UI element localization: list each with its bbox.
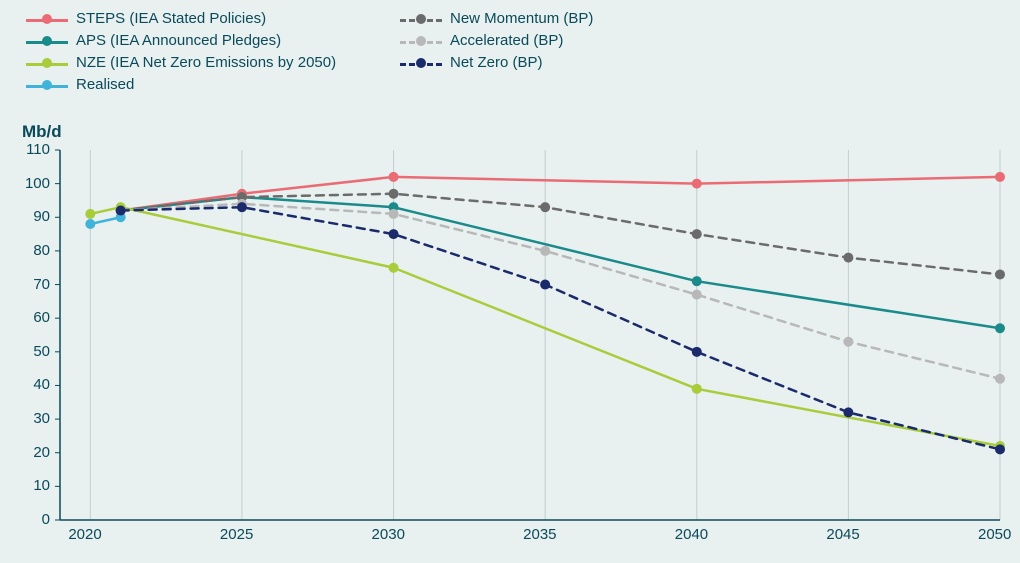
- legend-marker: [416, 58, 426, 68]
- series-marker-realised: [85, 219, 95, 229]
- legend-item-nze: NZE (IEA Net Zero Emissions by 2050): [26, 54, 336, 71]
- y-tick-label: 0: [42, 511, 50, 528]
- series-marker-aps: [995, 323, 1005, 333]
- y-tick-label: 100: [25, 175, 50, 192]
- series-marker-accelerated: [540, 246, 550, 256]
- x-tick-label: 2030: [372, 526, 405, 543]
- y-tick-label: 40: [33, 376, 50, 393]
- x-tick-label: 2035: [523, 526, 556, 543]
- legend-marker: [42, 36, 52, 46]
- series-marker-accelerated: [843, 337, 853, 347]
- y-tick-label: 90: [33, 208, 50, 225]
- legend-item-aps: APS (IEA Announced Pledges): [26, 32, 281, 49]
- series-marker-accelerated: [389, 209, 399, 219]
- legend-marker: [416, 36, 426, 46]
- series-marker-net-zero-bp: [116, 206, 126, 216]
- y-tick-label: 60: [33, 309, 50, 326]
- legend-label: Realised: [76, 76, 134, 93]
- series-marker-new-momentum: [995, 269, 1005, 279]
- legend-marker: [42, 80, 52, 90]
- oil-demand-chart: [0, 0, 1020, 563]
- series-marker-steps: [692, 179, 702, 189]
- series-marker-new-momentum: [389, 189, 399, 199]
- legend-label: Net Zero (BP): [450, 54, 543, 71]
- legend-marker: [42, 58, 52, 68]
- legend-marker: [416, 14, 426, 24]
- y-tick-label: 50: [33, 343, 50, 360]
- series-marker-nze: [85, 209, 95, 219]
- series-marker-aps: [692, 276, 702, 286]
- y-tick-label: 80: [33, 242, 50, 259]
- series-marker-accelerated: [995, 374, 1005, 384]
- legend-marker: [42, 14, 52, 24]
- series-marker-net-zero-bp: [540, 280, 550, 290]
- series-marker-steps: [389, 172, 399, 182]
- series-marker-net-zero-bp: [237, 202, 247, 212]
- x-tick-label: 2040: [675, 526, 708, 543]
- y-tick-label: 70: [33, 276, 50, 293]
- series-marker-net-zero-bp: [995, 444, 1005, 454]
- x-tick-label: 2045: [826, 526, 859, 543]
- y-tick-label: 20: [33, 444, 50, 461]
- y-tick-label: 10: [33, 477, 50, 494]
- series-marker-net-zero-bp: [843, 407, 853, 417]
- series-marker-net-zero-bp: [389, 229, 399, 239]
- legend-label: APS (IEA Announced Pledges): [76, 32, 281, 49]
- series-marker-nze: [389, 263, 399, 273]
- series-marker-new-momentum: [540, 202, 550, 212]
- x-tick-label: 2050: [978, 526, 1011, 543]
- y-axis-title: Mb/d: [22, 122, 62, 142]
- series-marker-steps: [995, 172, 1005, 182]
- y-tick-label: 30: [33, 410, 50, 427]
- legend-item-net-zero-bp: Net Zero (BP): [400, 54, 543, 71]
- series-marker-accelerated: [692, 290, 702, 300]
- legend-item-new-momentum: New Momentum (BP): [400, 10, 593, 27]
- series-marker-nze: [692, 384, 702, 394]
- series-marker-net-zero-bp: [692, 347, 702, 357]
- legend-item-steps: STEPS (IEA Stated Policies): [26, 10, 266, 27]
- legend-label: STEPS (IEA Stated Policies): [76, 10, 266, 27]
- x-tick-label: 2025: [220, 526, 253, 543]
- legend-label: New Momentum (BP): [450, 10, 593, 27]
- legend-item-accelerated: Accelerated (BP): [400, 32, 563, 49]
- chart-bg: [0, 0, 1020, 563]
- series-marker-new-momentum: [692, 229, 702, 239]
- legend-label: NZE (IEA Net Zero Emissions by 2050): [76, 54, 336, 71]
- y-tick-label: 110: [26, 141, 50, 158]
- x-tick-label: 2020: [68, 526, 101, 543]
- legend-item-realised: Realised: [26, 76, 134, 93]
- legend-label: Accelerated (BP): [450, 32, 563, 49]
- series-marker-new-momentum: [843, 253, 853, 263]
